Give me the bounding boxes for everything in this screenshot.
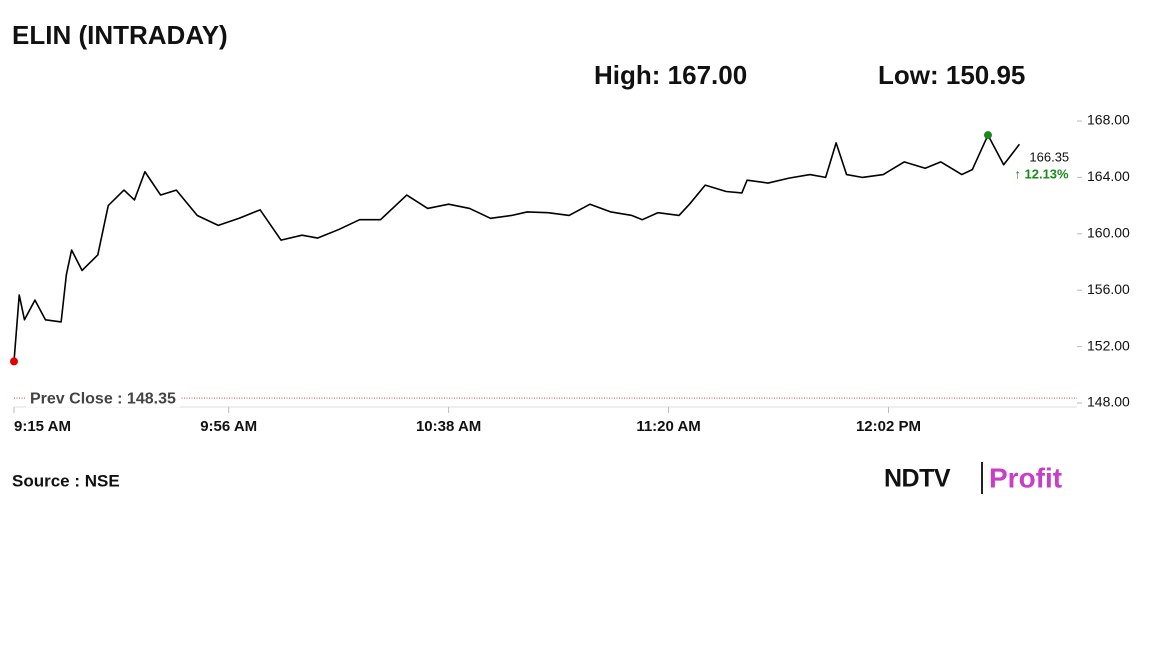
change-label: ↑ 12.13%: [1014, 167, 1069, 182]
x-tick-label: 12:02 PM: [856, 418, 921, 435]
y-tick-label: 156.00: [1087, 281, 1130, 297]
low-label: Low: 150.95: [878, 60, 1025, 90]
high-label: High: 167.00: [594, 60, 747, 90]
prev-close-label-bg: [26, 390, 180, 408]
y-tick-label: 164.00: [1087, 168, 1130, 184]
y-tick-label: 160.00: [1087, 225, 1130, 241]
y-tick-label: 148.00: [1087, 394, 1130, 410]
x-tick-label: 9:56 AM: [200, 418, 257, 435]
logo-profit: Profit: [989, 462, 1062, 493]
x-tick-label: 11:20 AM: [636, 418, 700, 435]
logo-ndtv: NDTV: [884, 465, 951, 493]
last-price-label: 166.35: [1029, 150, 1069, 165]
source: Source : NSE: [12, 471, 120, 490]
prev-close-label: Prev Close : 148.35: [30, 390, 176, 407]
chart-title: ELIN (INTRADAY): [12, 20, 228, 50]
y-tick-label: 152.00: [1087, 337, 1130, 353]
high-marker: [983, 131, 992, 140]
low-marker: [10, 357, 18, 366]
x-tick-label: 10:38 AM: [416, 418, 481, 435]
price-line: [13, 134, 1021, 362]
y-tick-label: 168.00: [1087, 112, 1130, 128]
x-tick-label: 9:15 AM: [14, 418, 71, 435]
